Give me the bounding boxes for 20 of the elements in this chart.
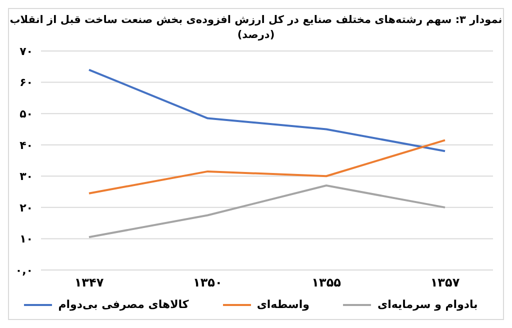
- legend-label: بادوام و سرمایه‌ای: [377, 298, 478, 311]
- x-tick-label: ۱۳۵۰: [193, 276, 222, 290]
- x-tick-label: ۱۳۵۷: [430, 276, 460, 290]
- y-tick-label: ۳۰: [20, 170, 33, 184]
- chart-subtitle: (درصد): [236, 28, 276, 43]
- y-tick-label: ۵۰: [20, 107, 33, 120]
- y-tick-label: ۶۰: [20, 76, 33, 90]
- y-tick-label: ۷۰: [20, 44, 33, 58]
- legend-label: واسطه‌ای: [256, 298, 310, 311]
- y-tick-label: ۴۰: [20, 138, 33, 152]
- x-tick-label: ۱۳۵۵: [312, 276, 341, 290]
- y-tick-label: ۰,۰: [15, 264, 33, 277]
- legend-label: کالاهای مصرفی بی‌دوام: [58, 298, 189, 311]
- x-tick-label: ۱۳۴۷: [74, 276, 104, 290]
- line-series: [88, 139, 446, 194]
- y-tick-label: ۱۰: [20, 232, 33, 246]
- chart-title: نمودار ۳: سهم رشته‌های مختلف صنایع در کل ارزش افزوده‌ی بخش صنعت ساخت قبل از انقلاب: [9, 13, 503, 28]
- line-series: [88, 68, 446, 152]
- line-series: [88, 184, 446, 238]
- y-tick-label: ۲۰: [20, 201, 33, 214]
